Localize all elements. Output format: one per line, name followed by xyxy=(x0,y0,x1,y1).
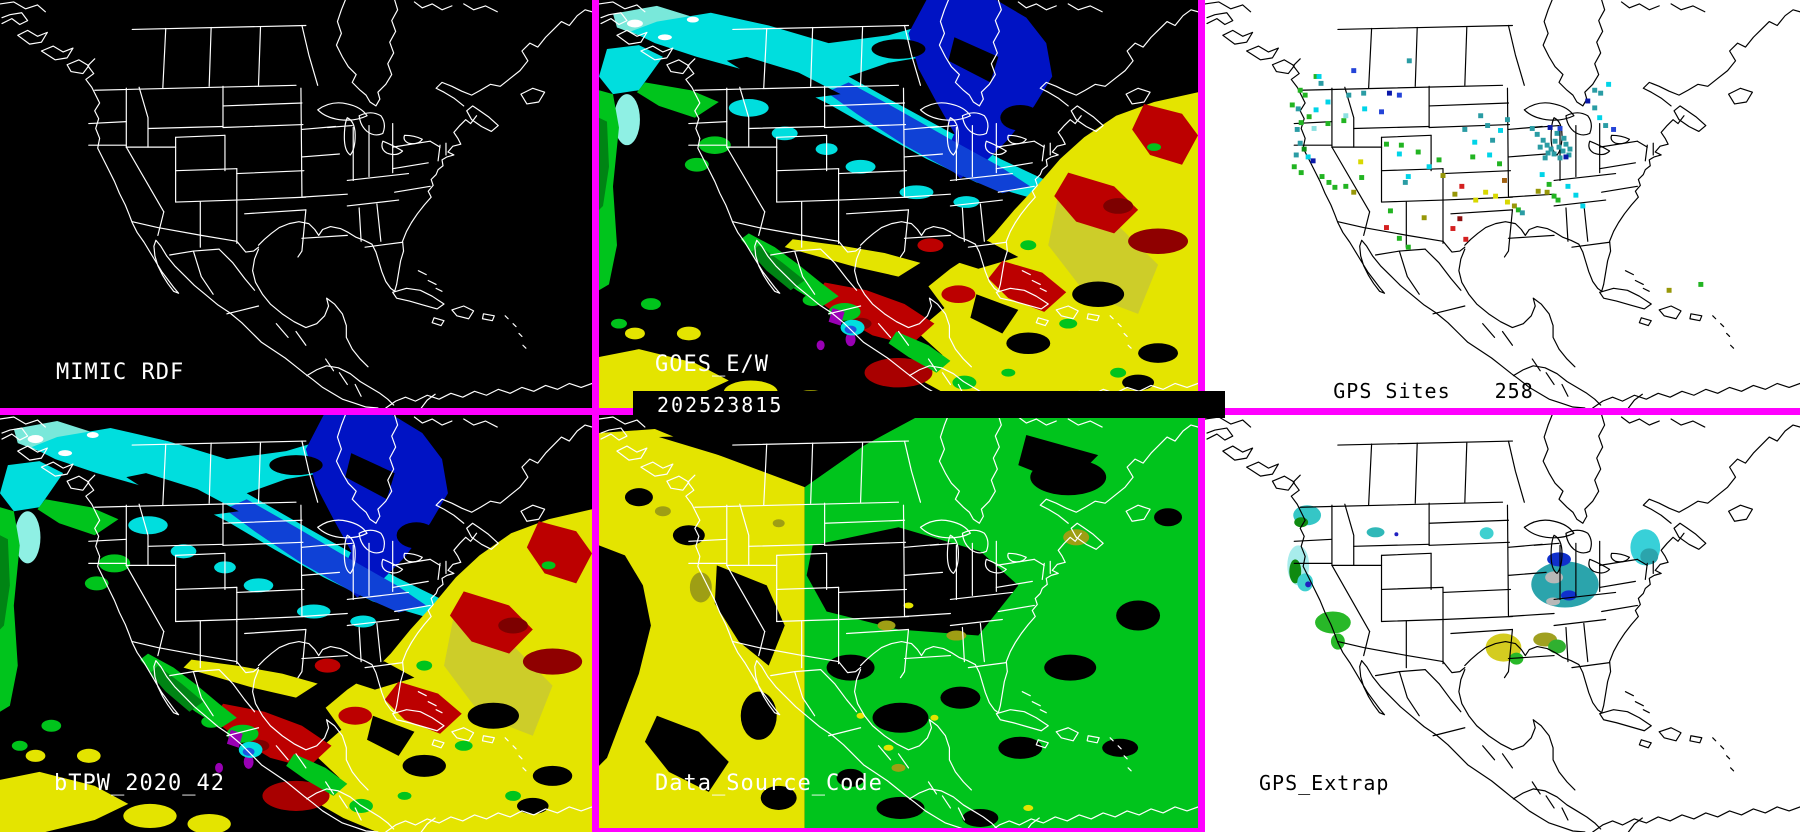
panel-label-btpw: bTPW_2020_42 xyxy=(54,771,225,796)
panel-divider-vertical-left xyxy=(592,0,599,832)
panel-border-bottom-middle xyxy=(592,828,1205,832)
panel-btpw: bTPW_2020_42 xyxy=(0,415,592,832)
panel-label-gps-sites: GPS Sites 258 xyxy=(1255,355,1534,408)
btpw-map xyxy=(0,415,592,832)
gps-sites-label: GPS Sites xyxy=(1333,379,1451,403)
data-source-code-map xyxy=(599,415,1198,832)
panel-label-mimic-rdf: MIMIC RDF xyxy=(56,360,185,385)
panel-gps-extrap: GPS_Extrap xyxy=(1205,415,1800,832)
panel-data-source-code: Data_Source_Code xyxy=(599,415,1198,832)
panel-goes-ew: GOES_E/W xyxy=(599,0,1198,408)
gps-extrap-map xyxy=(1205,415,1800,832)
mimic-rdf-map xyxy=(0,0,592,408)
panel-gps-sites: GPS Sites 258 xyxy=(1205,0,1800,408)
gps-sites-count: 258 xyxy=(1494,379,1534,403)
goes-ew-tpw-map xyxy=(599,0,1198,408)
timestamp-bar: 202523815 xyxy=(633,391,1225,418)
timestamp-text: 202523815 xyxy=(657,392,784,417)
gps-sites-map xyxy=(1205,0,1800,408)
panel-label-data-source-code: Data_Source_Code xyxy=(655,771,883,796)
panel-label-goes-ew: GOES_E/W xyxy=(655,352,769,377)
panel-label-gps-extrap: GPS_Extrap xyxy=(1259,771,1390,795)
panel-mimic-rdf: MIMIC RDF xyxy=(0,0,592,408)
